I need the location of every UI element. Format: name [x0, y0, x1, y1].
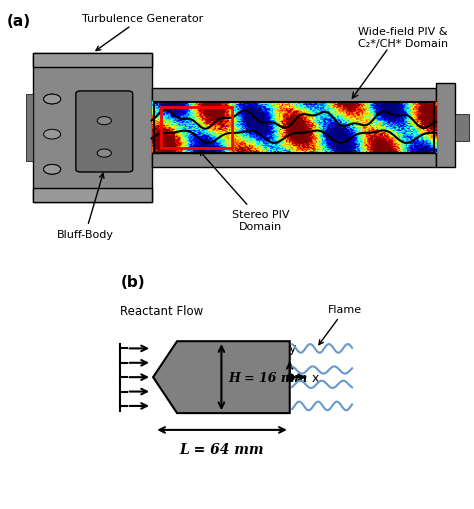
- Text: (b): (b): [121, 274, 146, 290]
- Text: y: y: [289, 342, 296, 355]
- Text: x: x: [311, 371, 319, 384]
- Text: H = 16 mm: H = 16 mm: [228, 371, 308, 384]
- Circle shape: [44, 165, 61, 175]
- Text: Reactant Flow: Reactant Flow: [119, 305, 203, 318]
- Polygon shape: [153, 342, 290, 413]
- Bar: [33, 54, 152, 202]
- FancyBboxPatch shape: [76, 92, 133, 173]
- Circle shape: [44, 130, 61, 140]
- Text: Flame: Flame: [319, 305, 362, 345]
- Text: Stereo PIV
Domain: Stereo PIV Domain: [200, 152, 290, 231]
- Bar: [33, 189, 152, 202]
- Bar: [152, 89, 436, 102]
- Bar: [26, 95, 33, 162]
- Bar: [152, 154, 436, 167]
- Text: (a): (a): [7, 13, 31, 29]
- Bar: [436, 83, 455, 167]
- Bar: [154, 102, 434, 154]
- Bar: [161, 108, 232, 149]
- Circle shape: [44, 95, 61, 105]
- Circle shape: [97, 118, 111, 125]
- Circle shape: [44, 95, 61, 105]
- Bar: [455, 115, 469, 142]
- Text: Bluff-Body: Bluff-Body: [57, 174, 114, 239]
- Text: Wide-field PIV &
C₂*/CH* Domain: Wide-field PIV & C₂*/CH* Domain: [358, 27, 448, 48]
- Circle shape: [44, 165, 61, 175]
- Text: L = 64 mm: L = 64 mm: [179, 442, 264, 456]
- Bar: [33, 54, 152, 67]
- Text: Turbulence Generator: Turbulence Generator: [82, 14, 203, 51]
- Circle shape: [97, 150, 111, 158]
